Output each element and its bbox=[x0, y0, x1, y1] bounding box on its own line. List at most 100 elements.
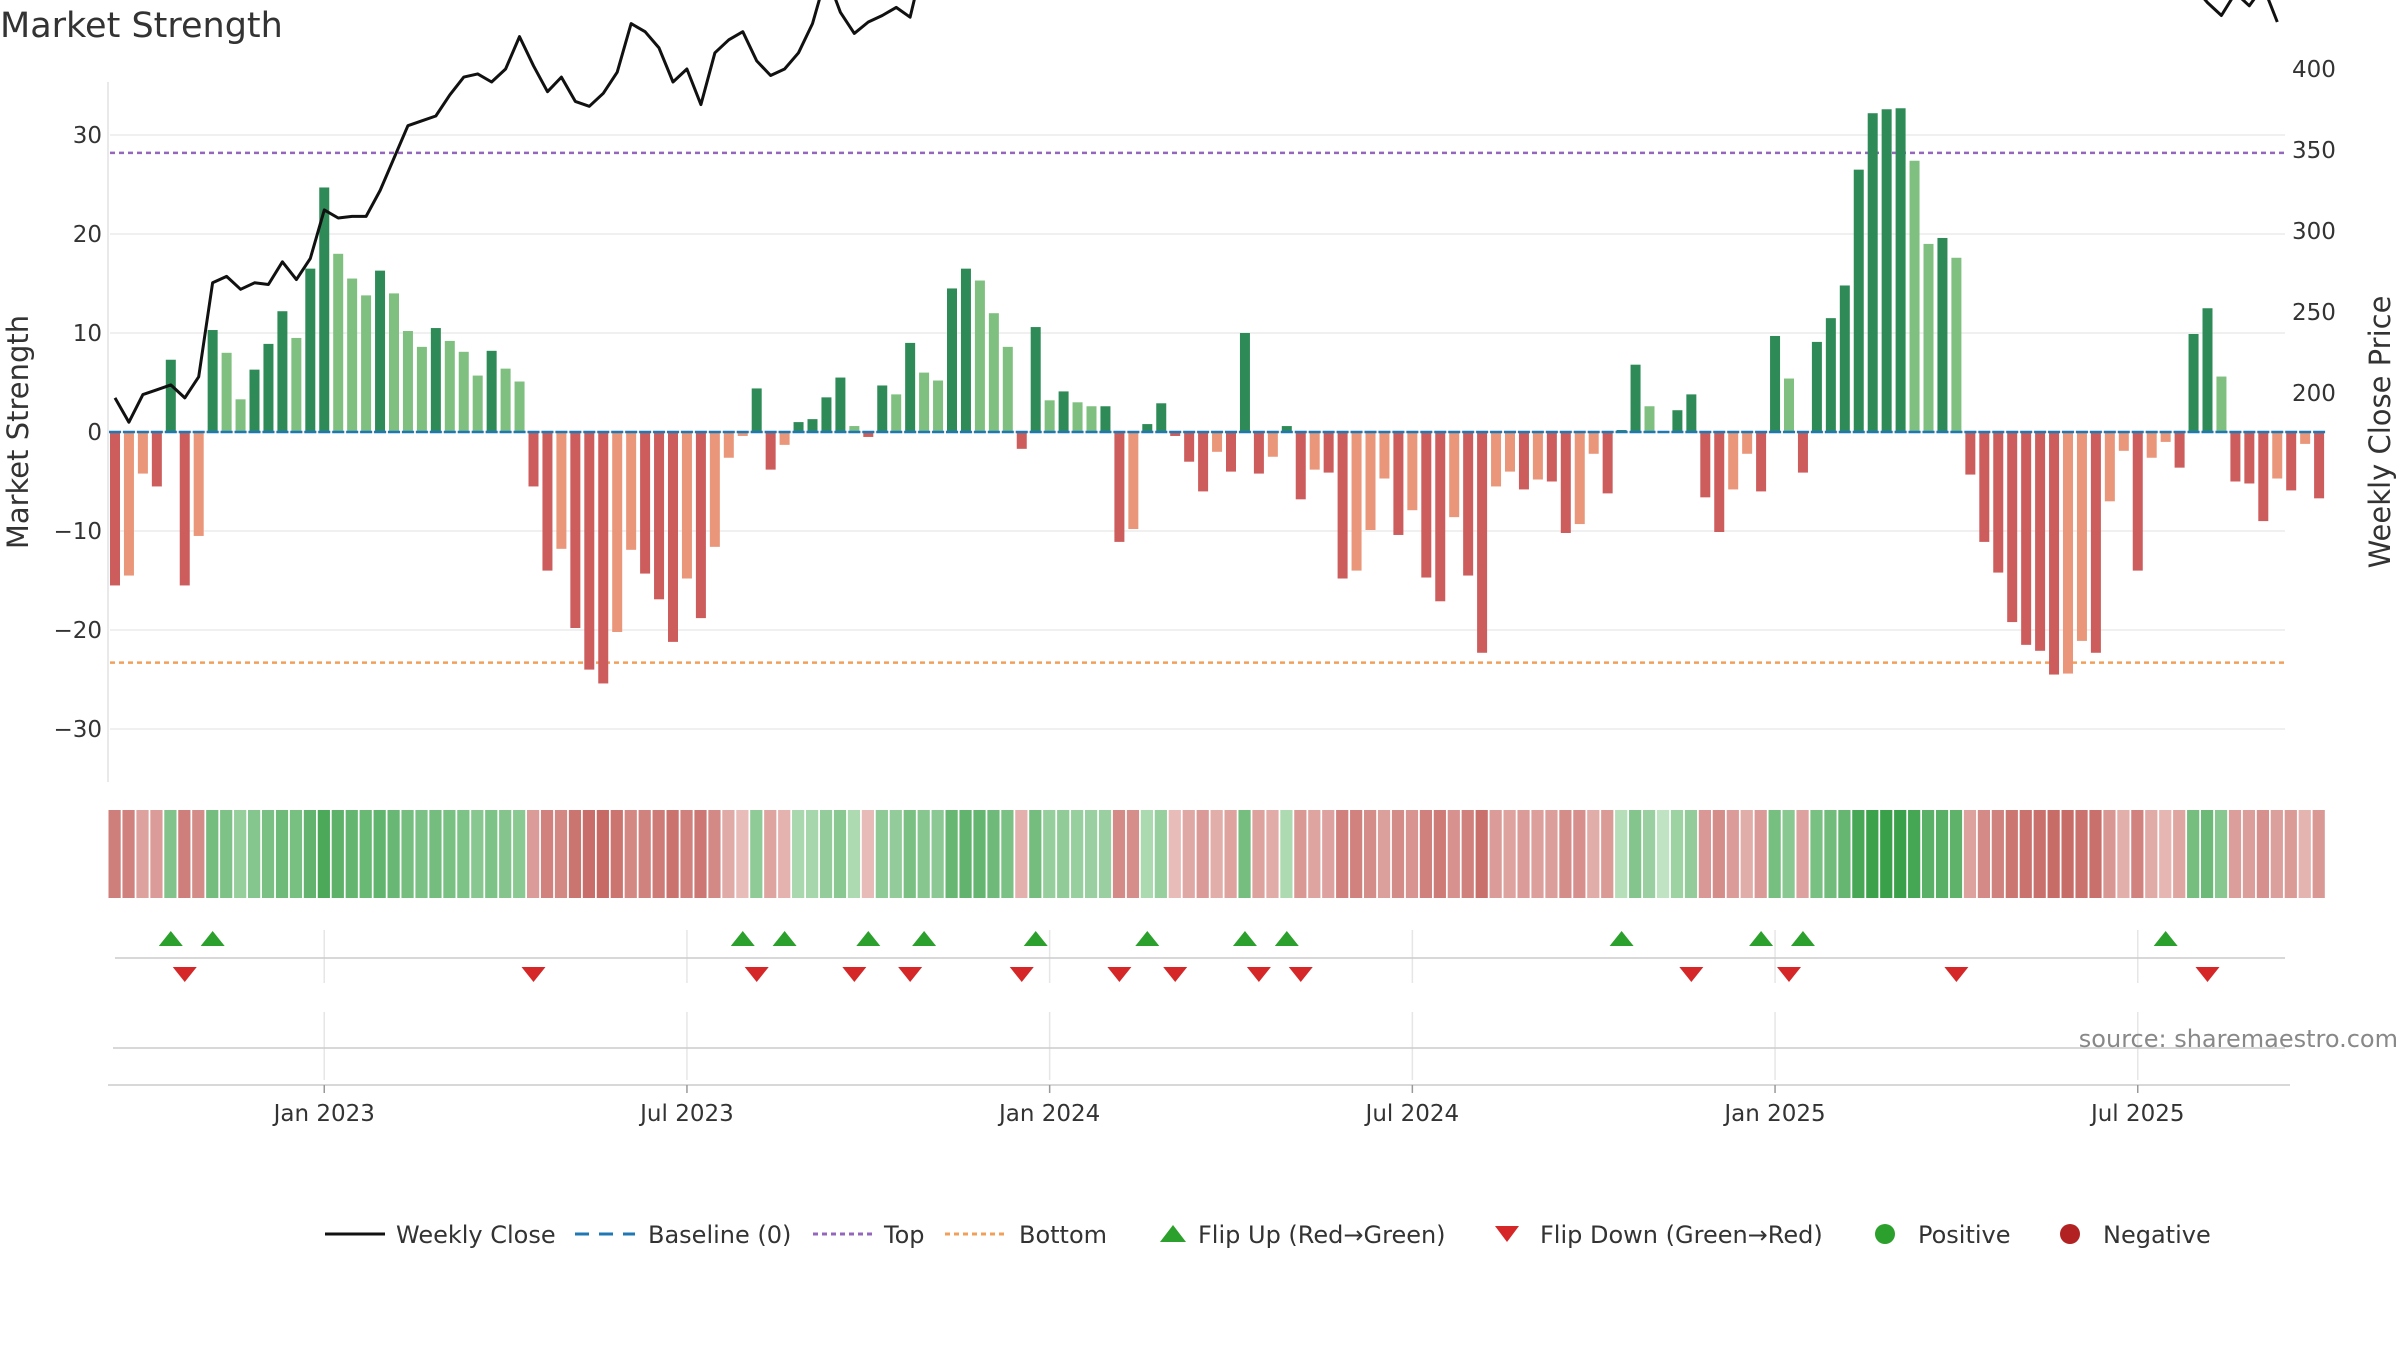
strength-bar bbox=[1770, 335, 1781, 432]
strength-bar bbox=[430, 328, 441, 432]
heat-cell bbox=[889, 810, 902, 898]
flip-markers-panel bbox=[113, 931, 2285, 1049]
strength-bar bbox=[1463, 432, 1474, 576]
heat-cell bbox=[540, 810, 554, 898]
heat-cell bbox=[275, 810, 289, 898]
strength-bar bbox=[1267, 432, 1278, 457]
heat-cell bbox=[2145, 810, 2158, 898]
strength-bar bbox=[751, 388, 762, 432]
heat-cell bbox=[2089, 810, 2102, 898]
heat-cell bbox=[1768, 810, 1781, 898]
strength-bar bbox=[2049, 432, 2060, 675]
legend-label: Flip Down (Green→Red) bbox=[1540, 1221, 1823, 1249]
legend-item-flip-up-red-green: Flip Up (Red→Green) bbox=[1160, 1221, 1446, 1249]
heat-cell bbox=[1726, 810, 1739, 898]
heat-cell bbox=[1615, 810, 1628, 898]
strength-bar bbox=[235, 399, 246, 432]
heat-cell bbox=[2214, 810, 2228, 898]
heat-cell bbox=[750, 810, 763, 898]
strength-bar bbox=[375, 270, 386, 432]
strength-bar bbox=[110, 432, 120, 586]
heat-cell bbox=[833, 810, 847, 898]
strength-bar bbox=[723, 432, 734, 458]
heat-cell bbox=[1280, 810, 1293, 898]
heat-cell bbox=[1977, 810, 1990, 898]
strength-bar bbox=[402, 331, 413, 432]
right-tick-label: 350 bbox=[2292, 138, 2336, 164]
heat-cell bbox=[764, 810, 777, 898]
strength-bar bbox=[1198, 432, 1209, 492]
heat-cell bbox=[1559, 810, 1572, 898]
heat-cell bbox=[806, 810, 819, 898]
strength-bar bbox=[1644, 406, 1655, 432]
heat-cell bbox=[819, 810, 833, 898]
strength-bar bbox=[2300, 432, 2311, 444]
flip-down-marker bbox=[521, 967, 546, 982]
right-axis-label: Weekly Close Price bbox=[2363, 296, 2397, 569]
heat-cell bbox=[1433, 810, 1446, 898]
heat-cell bbox=[1712, 810, 1725, 898]
heat-cell bbox=[1880, 810, 1893, 898]
strength-bar bbox=[835, 377, 846, 432]
heat-cell bbox=[1838, 810, 1851, 898]
strength-bar bbox=[737, 432, 748, 436]
strength-bar bbox=[2118, 432, 2129, 451]
heat-cell bbox=[1810, 810, 1823, 898]
strength-bar bbox=[1937, 237, 1948, 432]
heat-cell bbox=[1935, 810, 1949, 898]
strength-bar bbox=[1393, 432, 1404, 535]
strength-bar bbox=[2146, 432, 2157, 458]
flip-down-marker bbox=[172, 967, 197, 982]
heat-cell bbox=[1740, 810, 1753, 898]
right-tick-label: 450 bbox=[2292, 0, 2336, 2]
strength-bar bbox=[988, 313, 999, 432]
strength-bar bbox=[695, 432, 706, 619]
strength-bar bbox=[542, 432, 553, 571]
flip-up-marker bbox=[730, 931, 755, 946]
x-tick-label: Jul 2023 bbox=[638, 1101, 734, 1127]
strength-bar bbox=[500, 368, 511, 432]
heat-cell bbox=[1866, 810, 1879, 898]
chart-title: Market Strength bbox=[0, 6, 283, 46]
strength-bar bbox=[1030, 327, 1041, 432]
heat-cell bbox=[1754, 810, 1767, 898]
flip-down-marker bbox=[1107, 967, 1132, 982]
strength-bar bbox=[2258, 432, 2269, 522]
strength-bar bbox=[919, 372, 930, 432]
heat-cell bbox=[220, 810, 233, 898]
flip-down-marker bbox=[2195, 967, 2220, 982]
heat-cell bbox=[1252, 810, 1265, 898]
heat-cell bbox=[415, 810, 428, 898]
strength-bar bbox=[207, 330, 218, 432]
strength-bar bbox=[1574, 432, 1585, 525]
heat-cell bbox=[1629, 810, 1642, 898]
heat-cell bbox=[1085, 810, 1098, 898]
strength-bar bbox=[472, 375, 483, 432]
flip-down-marker bbox=[1777, 967, 1801, 982]
axes: 3020100−10−20−30550500450400350300250200… bbox=[1, 0, 2397, 782]
heat-cell bbox=[1071, 810, 1084, 898]
flip-down-marker bbox=[1944, 967, 1969, 982]
heat-cell bbox=[1391, 810, 1405, 898]
strength-bar bbox=[1114, 432, 1125, 542]
heat-cell bbox=[1545, 810, 1558, 898]
strength-bar bbox=[221, 352, 232, 432]
strength-bar bbox=[793, 422, 804, 432]
weekly-close-line bbox=[113, 0, 2279, 424]
heat-cell bbox=[1196, 810, 1209, 898]
heat-cell bbox=[1963, 810, 1977, 898]
heat-cell bbox=[1419, 810, 1432, 898]
heat-cell bbox=[1670, 810, 1684, 898]
heat-cell bbox=[1015, 810, 1028, 898]
legend-label: Positive bbox=[1918, 1221, 2011, 1249]
heat-cell bbox=[2187, 810, 2200, 898]
guide-lines bbox=[110, 151, 2285, 664]
heat-cell bbox=[1336, 810, 1349, 898]
strength-bar bbox=[1212, 432, 1223, 452]
legend-swatch bbox=[1160, 1225, 1186, 1242]
strength-bar bbox=[570, 432, 581, 629]
heat-cell bbox=[2159, 810, 2172, 898]
heat-cell bbox=[513, 810, 526, 898]
heat-cell bbox=[1057, 810, 1070, 898]
strength-bar bbox=[2160, 432, 2171, 442]
